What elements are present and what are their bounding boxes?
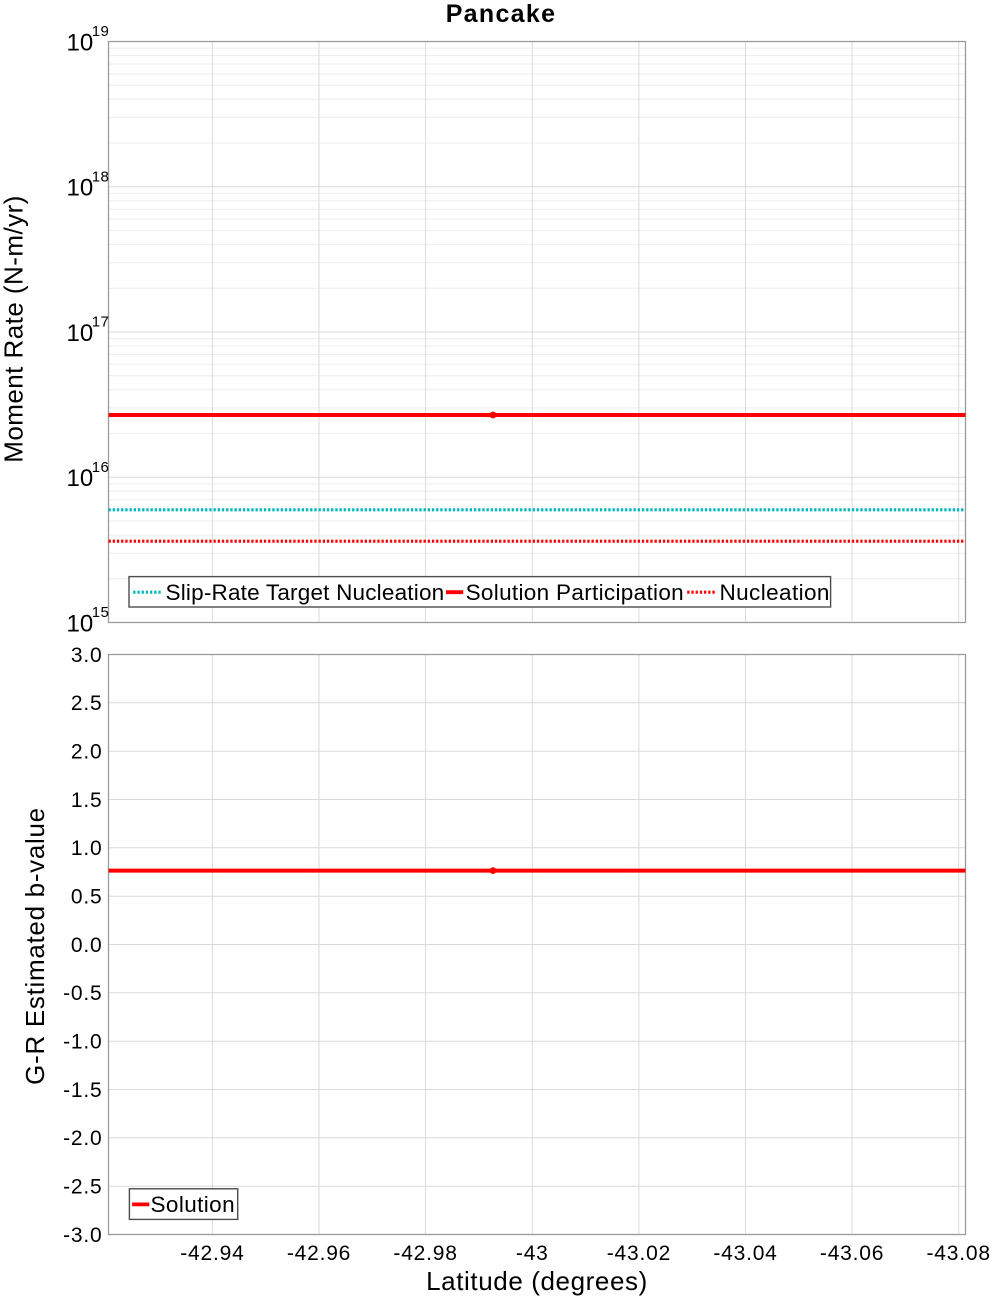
svg-text:Solution Participation: Solution Participation [466, 580, 684, 605]
svg-text:-42.94: -42.94 [180, 1242, 244, 1265]
svg-text:-0.5: -0.5 [63, 982, 102, 1005]
svg-text:1.0: 1.0 [71, 837, 103, 860]
svg-text:-43.06: -43.06 [820, 1242, 884, 1265]
svg-text:2.0: 2.0 [71, 741, 103, 764]
svg-text:1.5: 1.5 [71, 789, 103, 812]
svg-text:0.5: 0.5 [71, 886, 103, 909]
svg-text:2.5: 2.5 [71, 692, 103, 715]
svg-text:1018: 1018 [67, 168, 110, 201]
svg-text:Solution: Solution [151, 1192, 236, 1217]
svg-text:-43.02: -43.02 [607, 1242, 671, 1265]
svg-text:Nucleation: Nucleation [720, 580, 830, 605]
svg-text:Slip-Rate Target Nucleation: Slip-Rate Target Nucleation [166, 580, 445, 605]
svg-text:-42.96: -42.96 [287, 1242, 351, 1265]
svg-text:Moment Rate (N-m/yr): Moment Rate (N-m/yr) [0, 195, 29, 463]
svg-text:3.0: 3.0 [71, 644, 103, 667]
svg-text:-2.5: -2.5 [63, 1176, 102, 1199]
svg-text:-3.0: -3.0 [63, 1224, 102, 1247]
svg-text:-43.04: -43.04 [713, 1242, 777, 1265]
svg-text:1019: 1019 [67, 23, 110, 56]
svg-text:0.0: 0.0 [71, 934, 103, 957]
svg-text:-42.98: -42.98 [393, 1242, 457, 1265]
svg-text:G-R Estimated b-value: G-R Estimated b-value [20, 807, 50, 1085]
svg-text:Pancake: Pancake [446, 0, 557, 28]
svg-text:-1.0: -1.0 [63, 1031, 102, 1054]
svg-text:-43.08: -43.08 [927, 1242, 991, 1265]
svg-text:-43: -43 [516, 1242, 549, 1265]
svg-text:Latitude (degrees): Latitude (degrees) [426, 1266, 648, 1296]
svg-text:-2.0: -2.0 [63, 1127, 102, 1150]
svg-text:-1.5: -1.5 [63, 1079, 102, 1102]
